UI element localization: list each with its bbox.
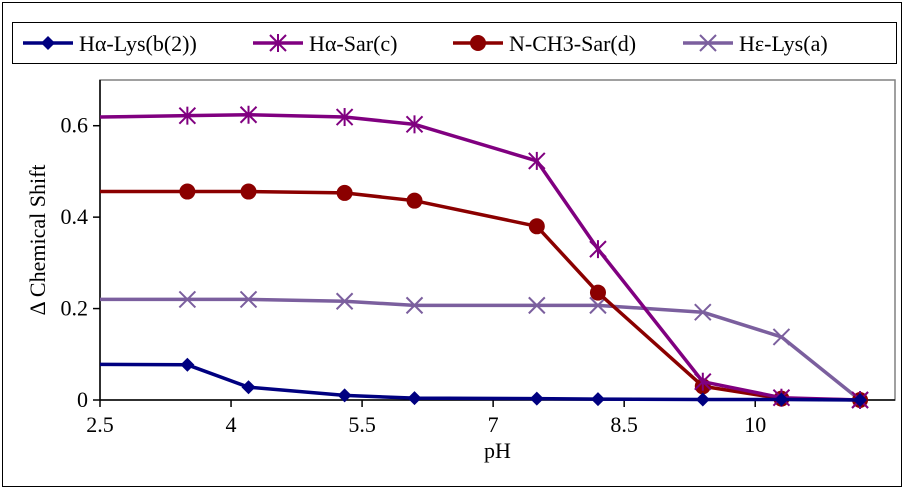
series-line: [99, 112, 861, 402]
x-tick-label: 8.5: [610, 412, 638, 437]
data-point: [695, 392, 710, 407]
y-axis-label: Δ Chemical Shift: [25, 164, 50, 315]
data-point: [335, 108, 354, 127]
legend-marker: [699, 34, 717, 52]
data-point: [180, 357, 195, 372]
data-point: [405, 115, 424, 134]
x-tick-label: 5.5: [348, 412, 376, 437]
legend: Hα-Lys(b(2)) Hα-Sar(c) N-CH3-Sar(d) Hε-Lys(…: [12, 22, 897, 64]
data-point: [589, 240, 607, 259]
data-point: [405, 296, 424, 315]
legend-entry: Hα-Sar(c): [253, 31, 397, 56]
data-point: [336, 184, 353, 201]
data-point: [337, 388, 352, 403]
data-point: [694, 303, 712, 321]
plot-area: [99, 79, 896, 401]
y-tick-label: 0: [77, 387, 88, 412]
data-point: [772, 328, 791, 346]
data-point: [178, 290, 197, 309]
data-point: [239, 105, 258, 124]
series-4: [100, 290, 869, 409]
legend-entry: Hε-Lys(a): [683, 31, 828, 56]
data-point: [407, 391, 422, 406]
legend-label: N-CH3-Sar(d): [509, 31, 636, 56]
data-point: [241, 380, 256, 395]
x-tick-label: 10: [744, 412, 766, 437]
data-point: [528, 296, 546, 315]
data-point: [694, 372, 712, 391]
data-point: [239, 290, 258, 309]
y-tick-label: 0.4: [61, 204, 89, 229]
x-tick-label: 2.5: [86, 412, 114, 437]
x-axis-label: pH: [484, 438, 511, 463]
data-point: [528, 151, 546, 170]
data-point: [589, 284, 606, 301]
data-point: [590, 392, 605, 407]
data-point: [529, 391, 544, 406]
y-tick-label: 0.2: [61, 296, 89, 321]
data-point: [774, 392, 789, 407]
data-point: [528, 218, 545, 235]
x-tick-label: 7: [488, 412, 499, 437]
plot-area-border: [99, 79, 896, 401]
data-point: [589, 296, 607, 315]
data-point: [178, 106, 197, 125]
series-line: [100, 297, 862, 402]
series-2: [99, 105, 869, 409]
legend-label: Hα-Lys(b(2)): [79, 31, 197, 56]
data-point: [335, 292, 354, 310]
legend-marker: [470, 35, 486, 51]
data-point: [179, 183, 196, 200]
legend-marker: [269, 34, 287, 52]
legend-entry: Hα-Lys(b(2)): [23, 31, 197, 56]
legend-label: Hα-Sar(c): [309, 31, 397, 56]
data-point: [853, 393, 868, 407]
series-line: [100, 189, 861, 402]
legend-label: Hε-Lys(a): [739, 31, 828, 56]
legend-entries: Hα-Lys(b(2)) Hα-Sar(c) N-CH3-Sar(d) Hε-Lys(…: [23, 31, 828, 56]
legend-entry: N-CH3-Sar(d): [453, 31, 636, 56]
series-line: [99, 362, 861, 402]
data-point: [240, 183, 257, 200]
legend-marker: [41, 36, 55, 50]
series-layer: [99, 105, 869, 409]
series-1: [99, 357, 868, 407]
x-tick-label: 4: [226, 412, 237, 437]
data-point: [406, 192, 423, 209]
y-tick-label: 0.6: [61, 113, 89, 138]
